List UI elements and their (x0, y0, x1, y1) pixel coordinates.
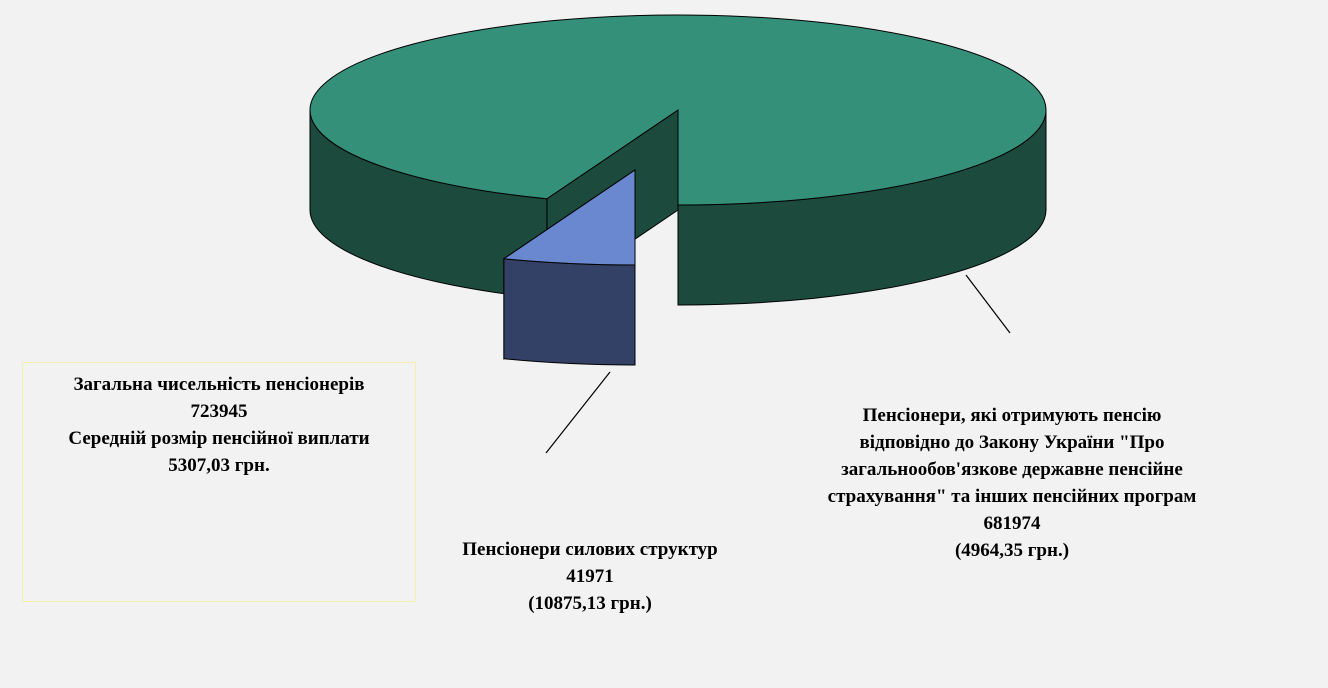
amount-label: (10875,13 грн.) (528, 593, 652, 614)
category-label: Пенсіонери, які отримують пенсію відпові… (827, 405, 1197, 507)
summary-box: Загальна чисельність пенсіонерів 723945 … (22, 362, 416, 602)
slice-label: Пенсіонери, які отримують пенсію відпові… (822, 402, 1202, 564)
slice (309, 14, 1047, 206)
summary-average-title: Середній розмір пенсійної виплати (68, 428, 370, 449)
summary-total: 723945 (190, 401, 248, 422)
slice-label: Пенсіонери силових структур 41971 (10875… (460, 536, 720, 617)
leader-line (965, 274, 1011, 334)
value-label: 41971 (566, 566, 614, 587)
summary-title: Загальна чисельність пенсіонерів (73, 374, 365, 395)
slice-side (503, 258, 636, 366)
category-label: Пенсіонери силових структур (462, 539, 718, 560)
leader-line (545, 371, 611, 454)
slice (502, 169, 636, 266)
value-label: 681974 (983, 513, 1041, 534)
amount-label: (4964,35 грн.) (954, 540, 1070, 561)
summary-average: 5307,03 грн. (168, 455, 270, 476)
